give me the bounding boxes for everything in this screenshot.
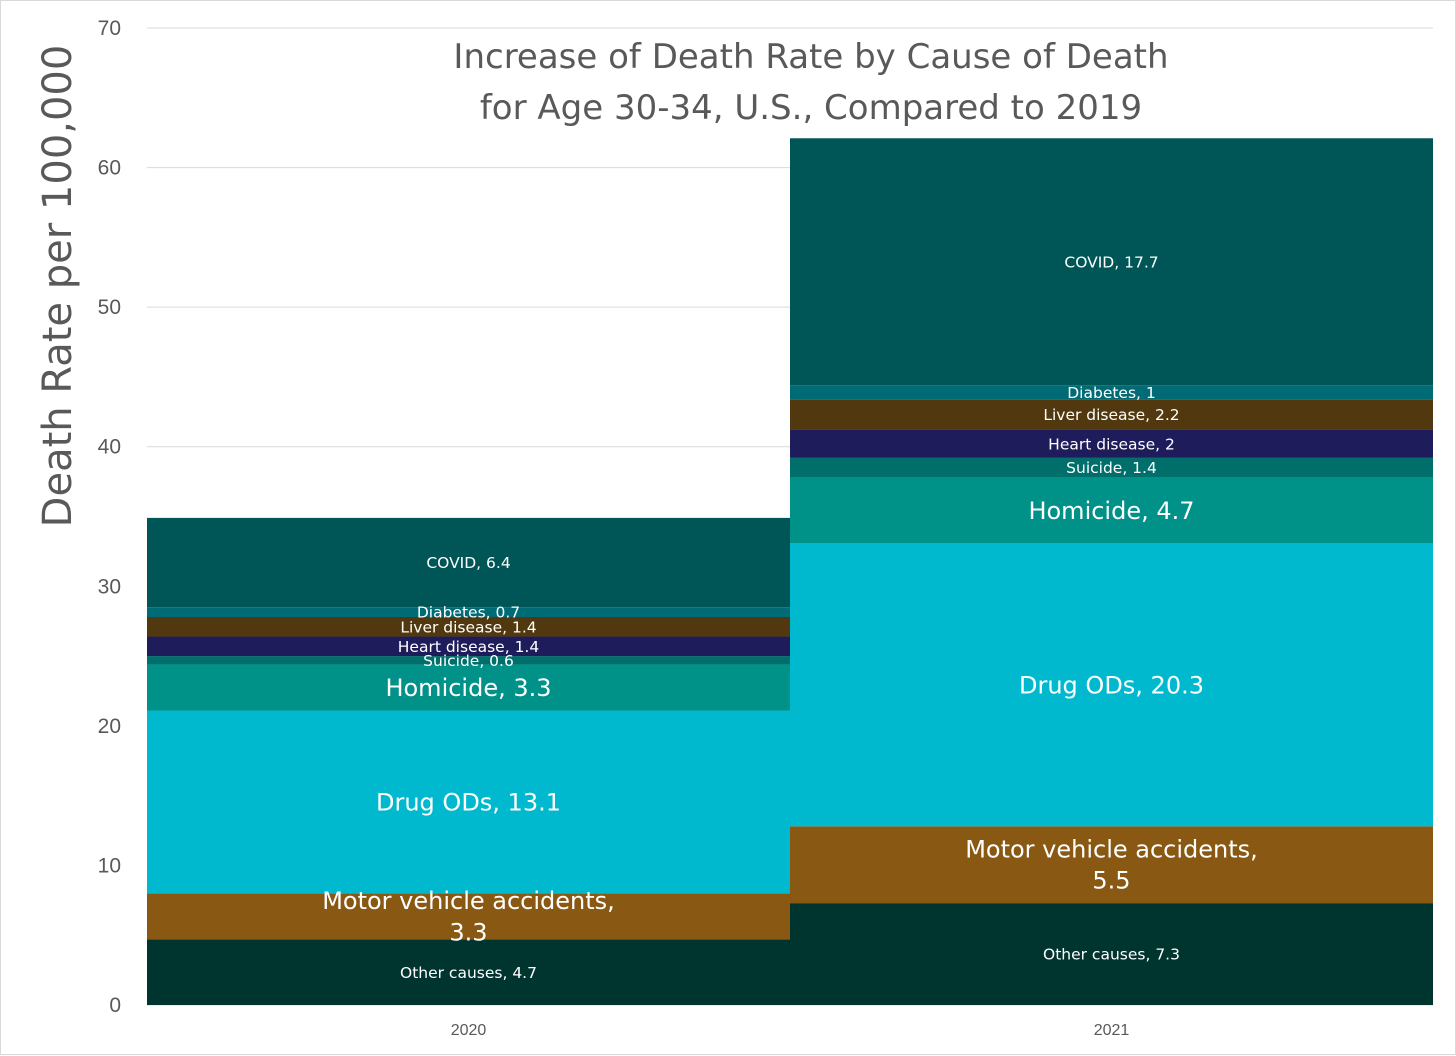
bar-segment xyxy=(790,543,1433,827)
data-label: Drug ODs, 20.3 xyxy=(1019,671,1204,699)
bar-segment xyxy=(147,636,790,657)
x-axis-categories: 2020 2021 xyxy=(451,1022,1130,1039)
data-label: Liver disease, 2.2 xyxy=(1043,406,1179,424)
data-label: Liver disease, 1.4 xyxy=(400,618,536,636)
y-tick-label: 10 xyxy=(98,854,121,877)
data-label: Heart disease, 1.4 xyxy=(398,638,539,656)
data-label: 5.5 xyxy=(1092,867,1130,895)
data-label: Diabetes, 0.7 xyxy=(417,604,520,622)
bar-segment xyxy=(147,656,790,665)
bar-segment xyxy=(790,903,1433,1005)
bar-segment xyxy=(790,385,1433,400)
bar-segment xyxy=(790,826,1433,904)
bar-segment xyxy=(147,664,790,711)
data-label: 3.3 xyxy=(449,918,487,946)
bar-segment xyxy=(147,616,790,637)
data-labels: Other causes, 4.7 Motor vehicle accidents… xyxy=(322,253,1258,981)
x-category-label: 2020 xyxy=(451,1022,487,1039)
bar-segment xyxy=(790,399,1433,430)
bar-segment xyxy=(790,429,1433,458)
data-label: Motor vehicle accidents, xyxy=(965,836,1258,864)
y-axis-label: Death Rate per 100,000 xyxy=(35,45,81,528)
y-tick-label: 50 xyxy=(98,296,121,319)
data-label: Drug ODs, 13.1 xyxy=(376,789,561,817)
bar-segment xyxy=(147,517,790,608)
data-label: Homicide, 3.3 xyxy=(385,674,551,702)
y-tick-label: 20 xyxy=(98,715,121,738)
y-axis-ticks: 0 10 20 30 40 50 60 70 xyxy=(98,17,121,1017)
bar-segment xyxy=(147,893,790,940)
bar-segment xyxy=(790,457,1433,478)
x-category-label: 2021 xyxy=(1094,1022,1130,1039)
data-label: Other causes, 4.7 xyxy=(400,964,537,982)
bar-segment xyxy=(147,607,790,617)
y-tick-label: 70 xyxy=(98,17,121,40)
y-tick-label: 60 xyxy=(98,157,121,180)
data-label: Motor vehicle accidents, xyxy=(322,887,615,915)
data-label: Heart disease, 2 xyxy=(1048,436,1175,454)
y-tick-label: 0 xyxy=(109,994,121,1017)
data-label: Suicide, 1.4 xyxy=(1066,459,1157,477)
data-label: COVID, 6.4 xyxy=(426,554,510,572)
bar-segments xyxy=(147,138,1433,1005)
data-label: COVID, 17.7 xyxy=(1064,253,1158,271)
data-label: Suicide, 0.6 xyxy=(423,652,514,670)
bar-segment xyxy=(790,477,1433,544)
chart-title-line-1: Increase of Death Rate by Cause of Death xyxy=(453,37,1168,77)
data-label: Diabetes, 1 xyxy=(1067,384,1156,402)
data-label: Homicide, 4.7 xyxy=(1028,497,1194,525)
bar-segment xyxy=(147,939,790,1005)
chart-title-line-2: for Age 30-34, U.S., Compared to 2019 xyxy=(480,88,1142,128)
bar-segment xyxy=(147,710,790,894)
data-label: Other causes, 7.3 xyxy=(1043,946,1180,964)
bar-segment xyxy=(790,138,1433,386)
y-tick-label: 30 xyxy=(98,575,121,598)
y-tick-label: 40 xyxy=(98,436,121,459)
